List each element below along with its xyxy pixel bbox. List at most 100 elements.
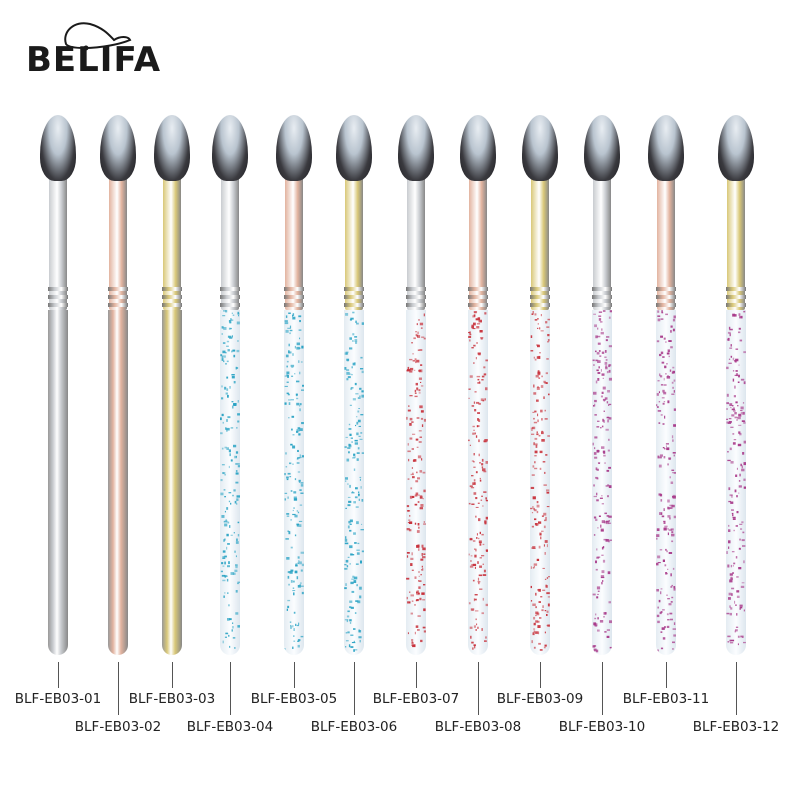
hat-icon — [64, 22, 132, 51]
makeup-brush — [152, 115, 192, 660]
brush-bristles — [648, 115, 684, 181]
brush-ferrule — [531, 175, 549, 310]
leader-line — [540, 662, 541, 688]
model-label: BLF-EB03-05 — [250, 691, 338, 707]
glitter-handle — [656, 310, 676, 655]
leader-line — [602, 662, 603, 715]
glitter-handle — [592, 310, 612, 655]
ferrule-ring — [162, 303, 182, 307]
model-label: BLF-EB03-07 — [372, 691, 460, 707]
model-label: BLF-EB03-10 — [558, 719, 646, 735]
ferrule-ring — [48, 287, 68, 291]
brush-bristles — [40, 115, 76, 181]
ferrule-ring — [108, 303, 128, 307]
brush-bristles — [584, 115, 620, 181]
brush-bristles — [100, 115, 136, 181]
brush-ferrule — [727, 175, 745, 310]
leader-line — [230, 662, 231, 715]
logo-text: BELIFA — [26, 40, 162, 80]
leader-line — [478, 662, 479, 715]
ferrule-ring — [48, 295, 68, 299]
model-label: BLF-EB03-12 — [692, 719, 780, 735]
ferrule-ring — [592, 303, 612, 307]
model-label: BLF-EB03-03 — [128, 691, 216, 707]
ferrule-ring — [530, 287, 550, 291]
leader-line — [416, 662, 417, 688]
ferrule-ring — [284, 303, 304, 307]
makeup-brush — [646, 115, 686, 660]
ferrule-ring — [726, 303, 746, 307]
ferrule-ring — [530, 303, 550, 307]
brush-ferrule — [221, 175, 239, 310]
ferrule-ring — [468, 287, 488, 291]
brush-bristles — [212, 115, 248, 181]
makeup-brush — [396, 115, 436, 660]
ferrule-ring — [406, 303, 426, 307]
ferrule-ring — [344, 287, 364, 291]
leader-line — [294, 662, 295, 688]
ferrule-ring — [108, 287, 128, 291]
makeup-brush — [458, 115, 498, 660]
leader-line — [172, 662, 173, 688]
metal-handle — [162, 310, 182, 655]
ferrule-ring — [530, 295, 550, 299]
model-label: BLF-EB03-06 — [310, 719, 398, 735]
glitter-handle — [530, 310, 550, 655]
brush-ferrule — [407, 175, 425, 310]
brush-bristles — [718, 115, 754, 181]
metal-handle — [48, 310, 68, 655]
brush-bristles — [276, 115, 312, 181]
ferrule-ring — [162, 287, 182, 291]
ferrule-ring — [726, 295, 746, 299]
glitter-handle — [406, 310, 426, 655]
glitter-handle — [468, 310, 488, 655]
brush-bristles — [154, 115, 190, 181]
ferrule-ring — [284, 295, 304, 299]
leader-line — [666, 662, 667, 688]
makeup-brush — [38, 115, 78, 660]
ferrule-ring — [284, 287, 304, 291]
ferrule-ring — [48, 303, 68, 307]
brush-ferrule — [657, 175, 675, 310]
ferrule-ring — [468, 303, 488, 307]
brush-ferrule — [345, 175, 363, 310]
makeup-brush — [520, 115, 560, 660]
glitter-handle — [220, 310, 240, 655]
metal-handle — [108, 310, 128, 655]
ferrule-ring — [592, 295, 612, 299]
leader-line — [736, 662, 737, 715]
glitter-handle — [344, 310, 364, 655]
makeup-brush — [274, 115, 314, 660]
brush-ferrule — [163, 175, 181, 310]
ferrule-ring — [220, 295, 240, 299]
ferrule-ring — [220, 303, 240, 307]
brush-bristles — [522, 115, 558, 181]
makeup-brush — [334, 115, 374, 660]
model-label: BLF-EB03-08 — [434, 719, 522, 735]
model-label: BLF-EB03-11 — [622, 691, 710, 707]
leader-line — [118, 662, 119, 715]
ferrule-ring — [726, 287, 746, 291]
brush-ferrule — [109, 175, 127, 310]
makeup-brush — [98, 115, 138, 660]
brush-bristles — [336, 115, 372, 181]
ferrule-ring — [162, 295, 182, 299]
ferrule-ring — [344, 303, 364, 307]
ferrule-ring — [406, 287, 426, 291]
ferrule-ring — [468, 295, 488, 299]
glitter-handle — [726, 310, 746, 655]
brush-bristles — [398, 115, 434, 181]
model-label: BLF-EB03-02 — [74, 719, 162, 735]
makeup-brush — [716, 115, 756, 660]
ferrule-ring — [592, 287, 612, 291]
brush-ferrule — [285, 175, 303, 310]
ferrule-ring — [220, 287, 240, 291]
makeup-brush — [210, 115, 250, 660]
brush-ferrule — [469, 175, 487, 310]
glitter-handle — [284, 310, 304, 655]
ferrule-ring — [656, 287, 676, 291]
leader-line — [354, 662, 355, 715]
ferrule-ring — [344, 295, 364, 299]
ferrule-ring — [108, 295, 128, 299]
